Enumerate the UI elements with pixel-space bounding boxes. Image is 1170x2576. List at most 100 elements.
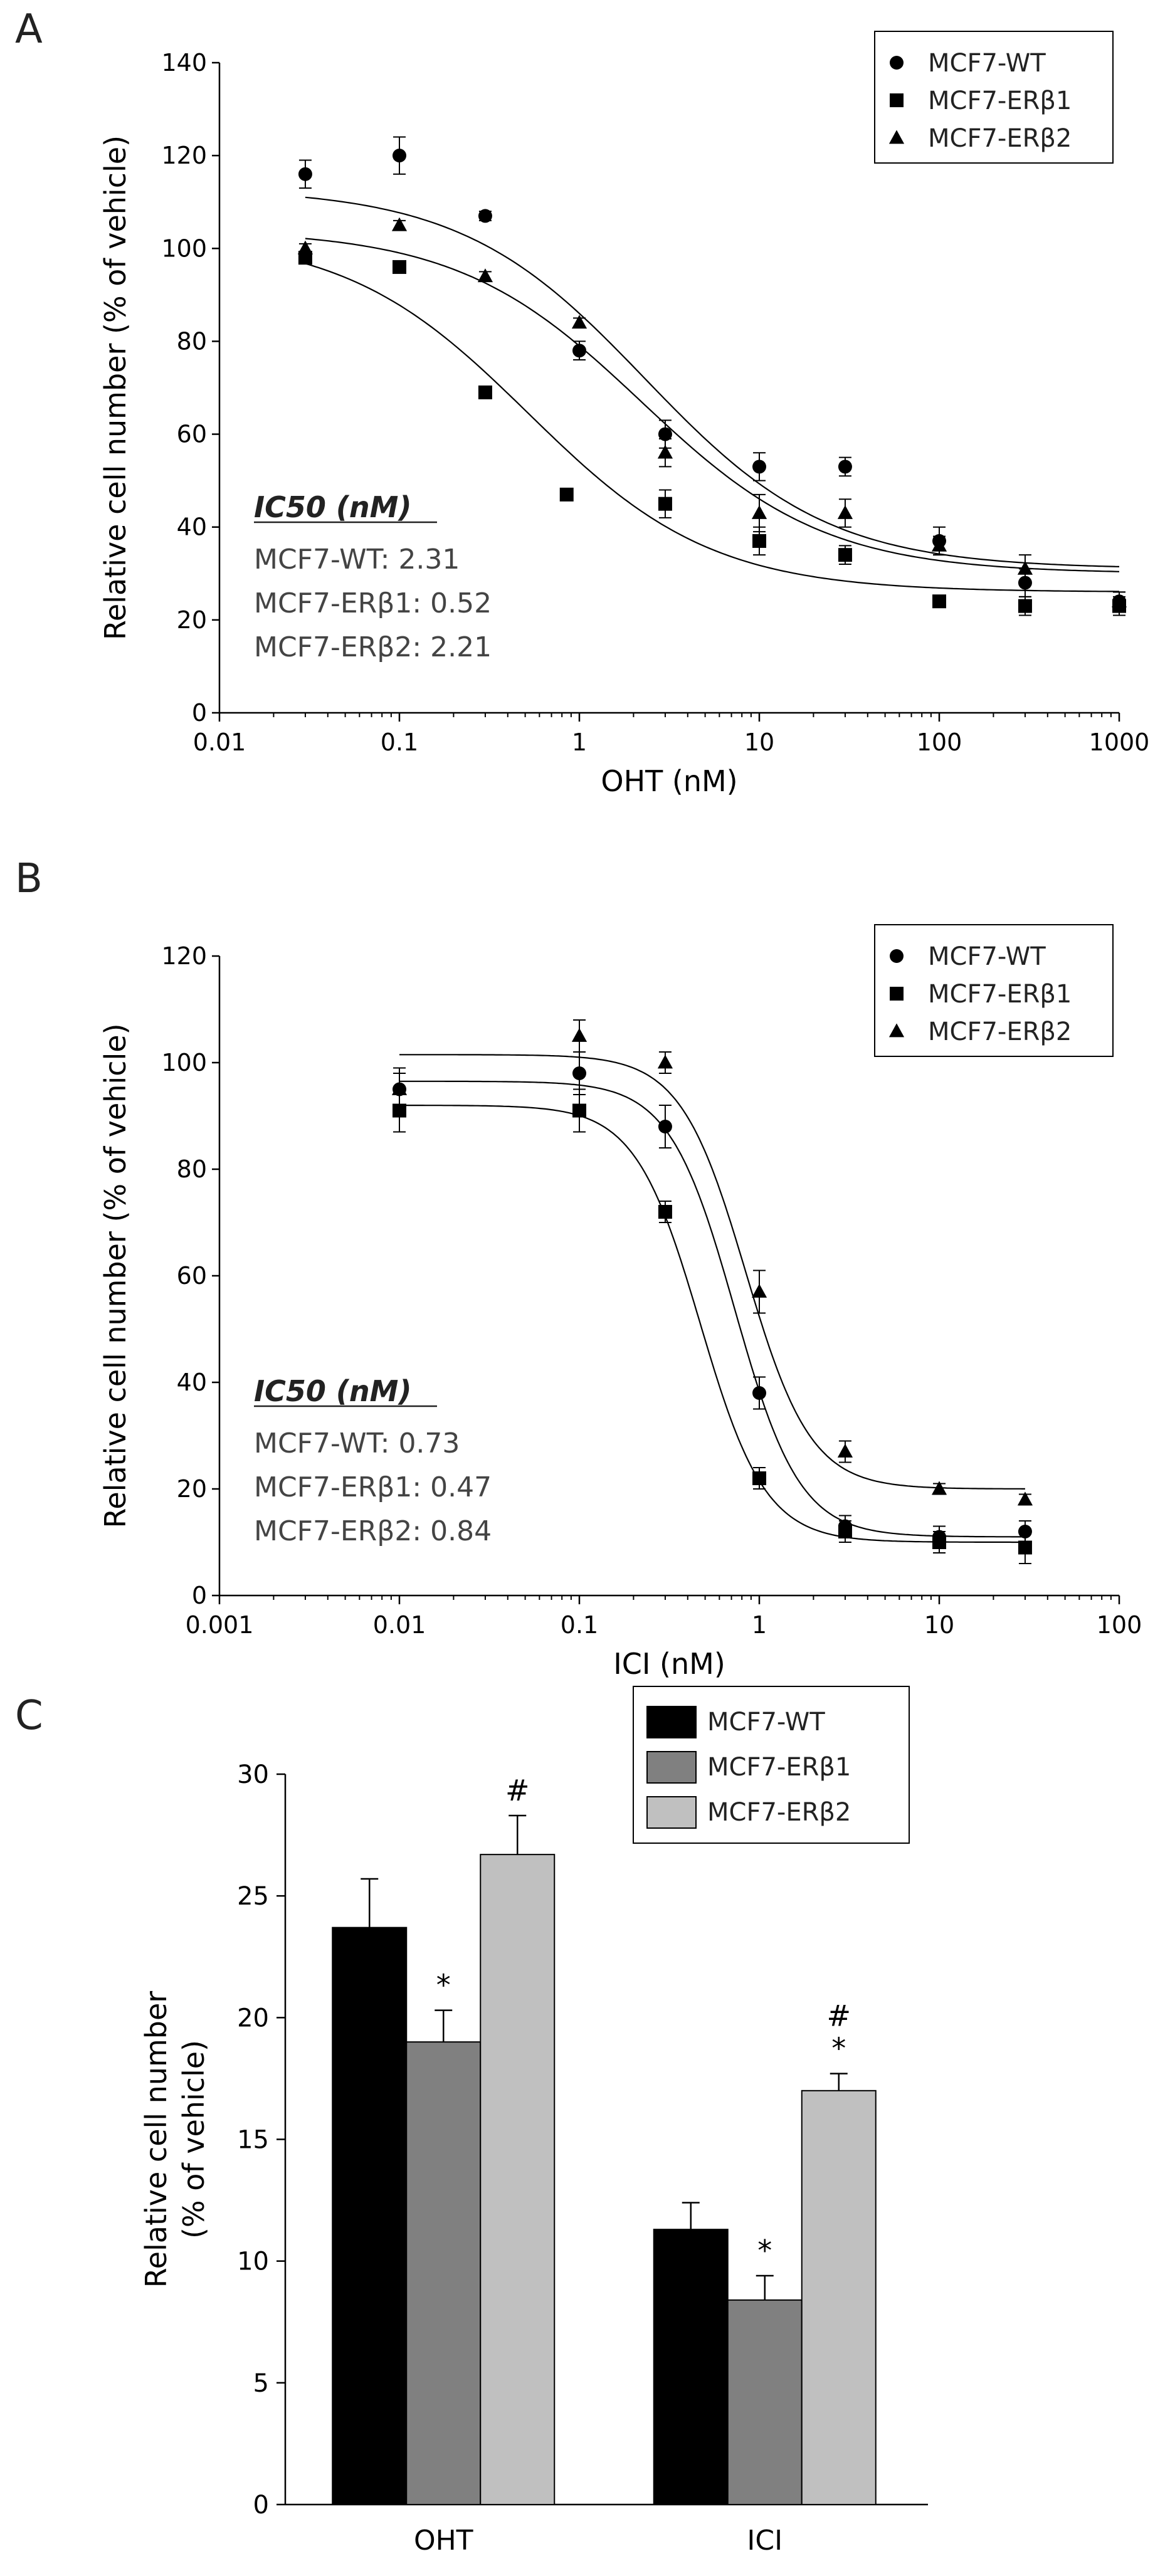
x-axis-label: ICI (nM) — [613, 1647, 725, 1681]
category-label: ICI — [747, 2525, 783, 2557]
x-tick-label: 10 — [924, 1611, 954, 1639]
ic50-heading: IC50 (nM) — [254, 1374, 411, 1408]
data-point — [838, 460, 852, 474]
legend-label: MCF7-WT — [928, 942, 1046, 971]
fit-curve-2 — [399, 1105, 1025, 1543]
data-point — [931, 1481, 947, 1495]
data-point — [658, 497, 672, 511]
y-tick-label: 140 — [161, 49, 207, 76]
y-tick-label: 120 — [161, 142, 207, 169]
y-tick-label: 0 — [192, 1582, 207, 1609]
x-tick-label: 0.01 — [193, 728, 246, 756]
legend-label: MCF7-ERβ2 — [928, 1017, 1072, 1046]
x-tick-label: 100 — [917, 728, 962, 756]
y-tick-label: 40 — [177, 513, 207, 541]
data-point — [393, 149, 406, 163]
data-point — [657, 1054, 673, 1069]
y-axis-label-2: (% of vehicle) — [177, 2040, 211, 2239]
ic50-value: MCF7-ERβ2: 2.21 — [254, 631, 492, 663]
data-point — [752, 1386, 766, 1400]
data-point — [393, 260, 406, 274]
data-point — [752, 534, 766, 548]
legend-label: MCF7-ERβ2 — [707, 1798, 851, 1827]
data-point — [478, 209, 492, 223]
data-point — [751, 1283, 767, 1298]
x-axis-label: OHT (nM) — [601, 764, 737, 798]
ic50-value: MCF7-ERβ1: 0.47 — [254, 1471, 492, 1503]
legend-marker — [890, 987, 904, 1001]
y-tick-label: 60 — [177, 421, 207, 448]
data-point — [932, 594, 946, 609]
y-tick-label: 120 — [161, 942, 207, 970]
significance-mark: * — [436, 1969, 451, 2002]
y-axis-label: Relative cell number (% of vehicle) — [98, 135, 132, 640]
y-tick-label: 10 — [237, 2247, 269, 2276]
y-tick-label: 40 — [177, 1369, 207, 1396]
chart-a: 0 20 40 60 80 100 120 140 0.01 0.1 1 10 100 1000 OHT (… — [98, 31, 1149, 798]
bar — [480, 1854, 556, 2505]
panel-label-a: A — [15, 6, 43, 53]
chart-b: 0 20 40 60 80 100 120 0.001 0.01 0.1 1 10 100 ICI (nM… — [98, 924, 1142, 1681]
legend-marker — [888, 1023, 905, 1038]
category-label: OHT — [414, 2525, 473, 2557]
bar — [406, 2041, 482, 2506]
legend-label: MCF7-ERβ2 — [928, 124, 1072, 153]
panel-label-b: B — [15, 856, 43, 902]
data-point — [393, 1103, 406, 1118]
data-point — [572, 1103, 586, 1118]
data-point — [572, 1066, 586, 1080]
bar — [653, 2229, 729, 2506]
ic50-value: MCF7-WT: 2.31 — [254, 544, 460, 576]
data-point — [751, 505, 767, 519]
data-point — [837, 1443, 853, 1458]
y-tick-label: 60 — [177, 1262, 207, 1290]
significance-mark: # — [505, 1774, 530, 1807]
legend-swatch — [646, 1796, 697, 1829]
data-point — [572, 344, 586, 358]
legend-marker — [890, 93, 904, 107]
significance-mark: # — [826, 1999, 851, 2033]
legend-box — [874, 31, 1114, 164]
y-tick-label: 15 — [237, 2126, 269, 2155]
legend-label: MCF7-ERβ1 — [707, 1753, 851, 1782]
ic50-value: MCF7-WT: 0.73 — [254, 1427, 460, 1459]
data-point — [1017, 1491, 1033, 1506]
y-tick-label: 80 — [177, 327, 207, 355]
bar — [332, 1927, 408, 2505]
data-point — [297, 240, 314, 255]
ic50-heading: IC50 (nM) — [254, 490, 411, 524]
data-point — [752, 1471, 766, 1485]
fit-curve-2 — [305, 263, 1119, 592]
y-tick-label: 80 — [177, 1155, 207, 1183]
x-tick-label: 100 — [1097, 1611, 1142, 1639]
x-tick-label: 10 — [744, 728, 774, 756]
bar — [727, 2299, 803, 2506]
data-point — [1018, 599, 1032, 613]
panel-label-c: C — [15, 1693, 43, 1739]
y-axis-label: Relative cell number — [139, 1991, 173, 2288]
data-point — [658, 1205, 672, 1219]
ic50-value: MCF7-ERβ1: 0.52 — [254, 587, 492, 619]
bar — [801, 2090, 877, 2505]
ic50-value: MCF7-ERβ2: 0.84 — [254, 1515, 492, 1547]
legend-marker — [890, 56, 904, 70]
legend-label: MCF7-ERβ1 — [928, 87, 1072, 115]
x-tick-label: 1 — [752, 1611, 767, 1639]
chart-c: 0 5 10 15 20 25 30 Relative cell number (% of ve… — [139, 1686, 928, 2557]
significance-mark: * — [757, 2234, 772, 2268]
data-point — [477, 268, 493, 283]
y-tick-label: 20 — [237, 2004, 269, 2032]
data-point — [391, 1081, 408, 1095]
fit-curve-1 — [399, 1080, 1025, 1538]
y-tick-label: 25 — [237, 1882, 269, 1911]
legend-marker — [888, 130, 905, 144]
data-point — [657, 444, 673, 459]
y-tick-label: 20 — [177, 1475, 207, 1503]
legend-label: MCF7-ERβ1 — [928, 980, 1072, 1009]
x-tick-label: 0.1 — [561, 1611, 598, 1639]
data-point — [1017, 560, 1033, 575]
legend-swatch — [646, 1706, 697, 1738]
x-tick-label: 0.001 — [186, 1611, 254, 1639]
y-axis-label: Relative cell number (% of vehicle) — [98, 1023, 132, 1528]
